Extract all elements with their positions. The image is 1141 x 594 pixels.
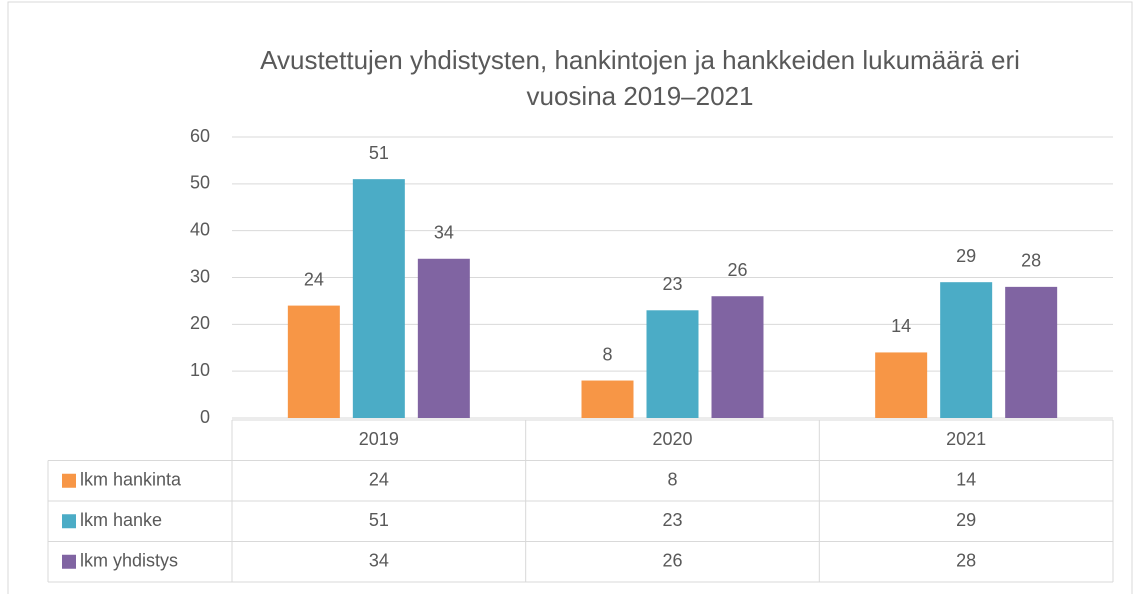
bar xyxy=(352,179,405,418)
legend-label: lkm yhdistys xyxy=(80,551,178,571)
data-label: 28 xyxy=(1021,251,1041,271)
data-label: 26 xyxy=(727,260,747,280)
y-tick-label: 50 xyxy=(190,173,210,193)
chart-title: vuosina 2019–2021 xyxy=(527,81,754,111)
data-label: 8 xyxy=(602,344,612,364)
legend-key xyxy=(62,473,76,488)
y-tick-label: 10 xyxy=(190,360,210,380)
chart-title: Avustettujen yhdistysten, hankintojen ja… xyxy=(260,45,1020,75)
bar xyxy=(711,296,764,418)
table-cell: 24 xyxy=(369,470,389,490)
data-label: 34 xyxy=(434,223,454,243)
table-cell: 14 xyxy=(956,470,976,490)
y-tick-label: 0 xyxy=(200,407,210,427)
bar xyxy=(1005,286,1058,418)
table-cell: 51 xyxy=(369,510,389,530)
bar xyxy=(417,258,470,418)
table-cell: 28 xyxy=(956,551,976,571)
legend-key xyxy=(62,554,76,569)
data-label: 14 xyxy=(891,316,911,336)
x-tick-label: 2019 xyxy=(359,429,399,449)
data-label: 23 xyxy=(662,274,682,294)
y-tick-label: 60 xyxy=(190,126,210,146)
table-cell: 34 xyxy=(369,551,389,571)
table-cell: 26 xyxy=(662,551,682,571)
bar xyxy=(581,380,634,418)
chart-border xyxy=(7,1,1133,594)
table-cell: 8 xyxy=(667,470,677,490)
data-label: 29 xyxy=(956,246,976,266)
legend-key xyxy=(62,514,76,529)
legend-label: lkm hanke xyxy=(80,510,162,530)
table-cell: 29 xyxy=(956,510,976,530)
bar xyxy=(875,352,928,418)
bar xyxy=(940,282,993,418)
x-tick-label: 2020 xyxy=(652,429,692,449)
data-label: 51 xyxy=(369,143,389,163)
table-cell: 23 xyxy=(662,510,682,530)
y-tick-label: 40 xyxy=(190,219,210,239)
data-label: 24 xyxy=(304,269,324,289)
legend-label: lkm hankinta xyxy=(80,470,182,490)
bar xyxy=(646,310,699,418)
y-tick-label: 30 xyxy=(190,266,210,286)
x-tick-label: 2021 xyxy=(946,429,986,449)
bar xyxy=(287,305,340,418)
y-tick-label: 20 xyxy=(190,313,210,333)
